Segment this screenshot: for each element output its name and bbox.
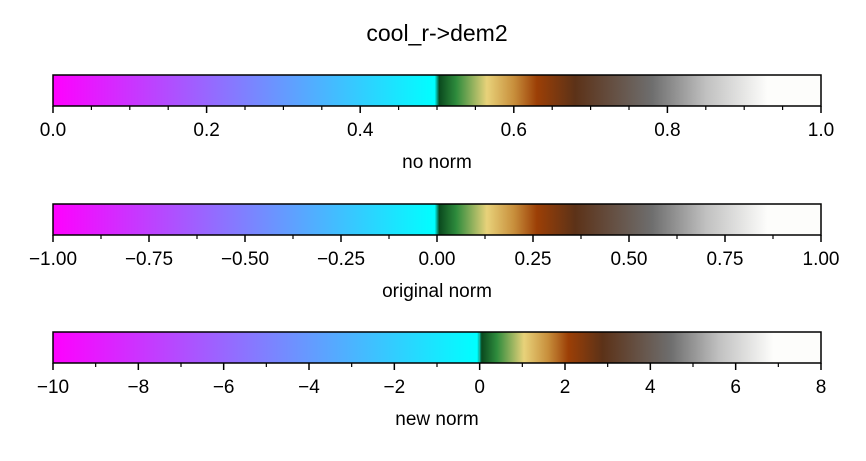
colorbar-fill-dem <box>437 75 821 106</box>
colorbar-fill-cool <box>53 204 437 235</box>
tick-label: −6 <box>213 377 235 398</box>
tick-label: 0.25 <box>515 249 552 270</box>
tick-label: 0.2 <box>193 120 219 141</box>
tick-label: 0.0 <box>40 120 66 141</box>
chart-title: cool_r->dem2 <box>366 20 507 46</box>
tick-label: 0.50 <box>611 249 648 270</box>
tick-label: 0.4 <box>347 120 374 141</box>
colorbar-3: −10 −8 −6 −4 −2 0 2 4 6 8 new norm <box>37 331 827 430</box>
colorbar-fill-dem <box>479 332 821 363</box>
tick-label: −1.00 <box>29 249 77 270</box>
colorbar-gradient <box>479 332 821 363</box>
tick-label: −2 <box>383 377 405 398</box>
tick-label: 0.75 <box>707 249 744 270</box>
colorbar-fill-cool <box>53 75 437 106</box>
colorbars: 0.0 0.2 0.4 0.6 0.8 1.0 no norm −1.00 −0.75 −0.50… <box>29 74 840 430</box>
tick-label: 8 <box>816 377 827 398</box>
tick-label: 2 <box>560 377 571 398</box>
tick-label: 1.0 <box>808 120 834 141</box>
colorbar-gradient <box>437 204 821 235</box>
axis-label: new norm <box>395 409 478 430</box>
colorbar-1: 0.0 0.2 0.4 0.6 0.8 1.0 no norm <box>40 74 834 173</box>
tick-label: −0.75 <box>125 249 173 270</box>
tick-label: −4 <box>298 377 320 398</box>
colorbar-fill-dem <box>437 204 821 235</box>
colorbar-2: −1.00 −0.75 −0.50 −0.25 0.00 0.25 0.50 0.75 1.00… <box>29 203 840 302</box>
colorbar-gradient <box>53 75 437 106</box>
tick-label: −8 <box>127 377 149 398</box>
tick-label: −10 <box>37 377 69 398</box>
tick-label: −0.25 <box>317 249 365 270</box>
colorbar-gradient <box>53 332 480 363</box>
axis-label: no norm <box>402 152 472 173</box>
tick-label: −0.50 <box>221 249 269 270</box>
tick-label: 0 <box>474 377 485 398</box>
tick-label: 0.6 <box>501 120 527 141</box>
tick-label: 1.00 <box>803 249 840 270</box>
tick-label: 0.8 <box>654 120 680 141</box>
tick-label: 6 <box>730 377 741 398</box>
colorbar-fill-cool <box>53 332 480 363</box>
tick-label: 4 <box>645 377 656 398</box>
colorbar-gradient <box>437 75 821 106</box>
tick-label: 0.00 <box>419 249 456 270</box>
colorbar-gradient <box>53 204 437 235</box>
axis-label: original norm <box>382 281 492 302</box>
